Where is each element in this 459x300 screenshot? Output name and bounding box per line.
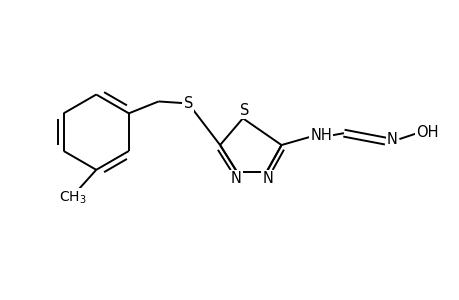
Text: OH: OH <box>415 125 437 140</box>
Text: N: N <box>262 171 273 186</box>
Text: NH: NH <box>310 128 331 142</box>
Text: CH$_3$: CH$_3$ <box>59 189 86 206</box>
Text: N: N <box>230 171 241 186</box>
Text: S: S <box>183 96 193 111</box>
Text: S: S <box>240 103 249 118</box>
Text: N: N <box>386 132 397 147</box>
